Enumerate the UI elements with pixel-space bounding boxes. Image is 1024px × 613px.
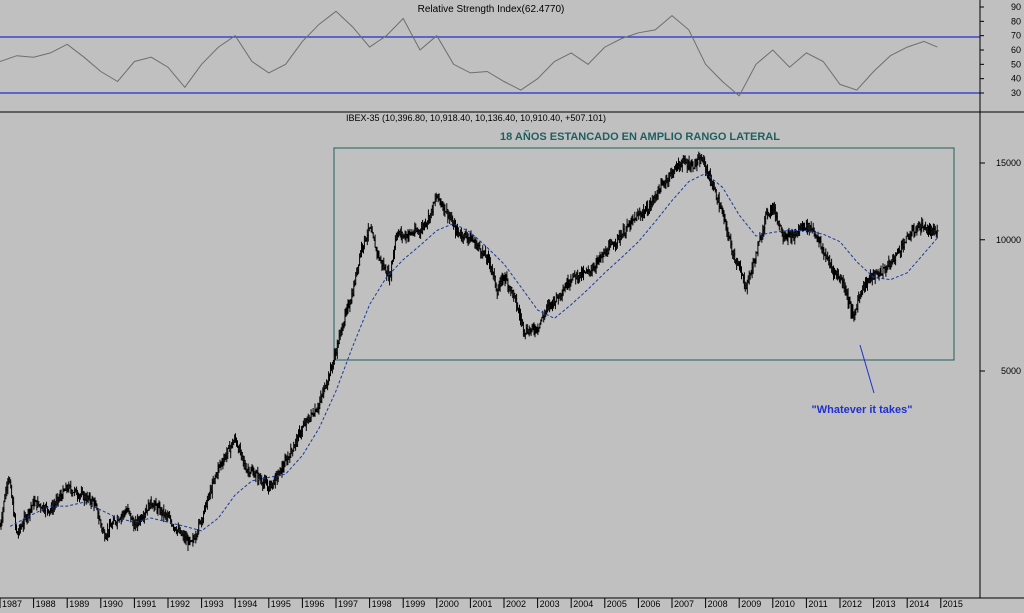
rsi-tick-label: 90 (1011, 2, 1021, 12)
rsi-tick-label: 80 (1011, 16, 1021, 26)
x-tick-label: 1991 (136, 599, 156, 608)
x-tick-label: 2002 (506, 599, 526, 608)
x-tick-label: 1988 (36, 599, 56, 608)
rsi-title: Relative Strength Index(62.4770) (418, 4, 565, 15)
rsi-line (0, 10, 938, 97)
lateral-range-box (333, 147, 955, 361)
x-tick-label: 1995 (271, 599, 291, 608)
x-tick-label: 1992 (170, 599, 190, 608)
x-tick-label: 2013 (876, 599, 896, 608)
x-axis: 1987 1988 1989 1990 1991 1992 1993 1994 1995 1996… (0, 597, 1024, 609)
rsi-tick-label: 60 (1011, 45, 1021, 55)
x-tick-label: 1998 (372, 599, 392, 608)
rsi-panel: Relative Strength Index(62.4770) 90 80 70 6… (0, 2, 1021, 98)
rsi-tick-label: 70 (1011, 31, 1021, 41)
x-tick-label: 2008 (708, 599, 728, 608)
moving-average-line (9, 172, 938, 532)
x-tick-label: 2011 (808, 599, 827, 608)
x-tick-label: 2005 (607, 599, 627, 608)
x-tick-label: 1999 (405, 599, 425, 608)
annotation-arrow (859, 344, 875, 394)
x-tick-label: 2014 (909, 599, 929, 608)
x-tick-label: 1993 (204, 599, 224, 608)
rsi-tick-label: 40 (1011, 74, 1021, 84)
price-legend: IBEX-35 (10,396.80, 10,918.40, 10,136.40… (346, 113, 606, 123)
price-tick-label: 10000 (996, 235, 1021, 245)
x-tick-label: 1987 (2, 599, 22, 608)
range-title: 18 AÑOS ESTANCADO EN AMPLIO RANGO LATERA… (500, 130, 780, 143)
x-tick-label: 1996 (304, 599, 324, 608)
price-panel: IBEX-35 (10,396.80, 10,918.40, 10,136.40… (0, 113, 1024, 609)
rsi-y-axis: 90 80 70 60 50 40 30 (980, 2, 1021, 98)
x-tick-label: 1994 (237, 599, 257, 608)
x-tick-label: 2009 (741, 599, 761, 608)
x-tick-label: 2007 (674, 599, 694, 608)
x-tick-label: 2010 (775, 599, 795, 608)
price-y-axis: 15000 10000 5000 (980, 158, 1021, 376)
annotation-text: "Whatever it takes" (812, 404, 913, 416)
x-tick-label: 1997 (338, 599, 358, 608)
price-tick-label: 15000 (996, 158, 1021, 168)
x-tick-label: 2000 (439, 599, 459, 608)
x-tick-label: 2006 (640, 599, 660, 608)
price-tick-label: 5000 (1001, 366, 1021, 376)
x-tick-label: 1990 (103, 599, 123, 608)
x-tick-label: 2003 (540, 599, 560, 608)
rsi-tick-label: 30 (1011, 88, 1021, 98)
x-tick-label: 1989 (69, 599, 89, 608)
x-tick-label: 2012 (842, 599, 862, 608)
x-tick-label: 2004 (573, 599, 593, 608)
x-tick-label: 2015 (943, 599, 963, 608)
rsi-tick-label: 50 (1011, 59, 1021, 69)
x-tick-label: 2001 (472, 599, 492, 608)
